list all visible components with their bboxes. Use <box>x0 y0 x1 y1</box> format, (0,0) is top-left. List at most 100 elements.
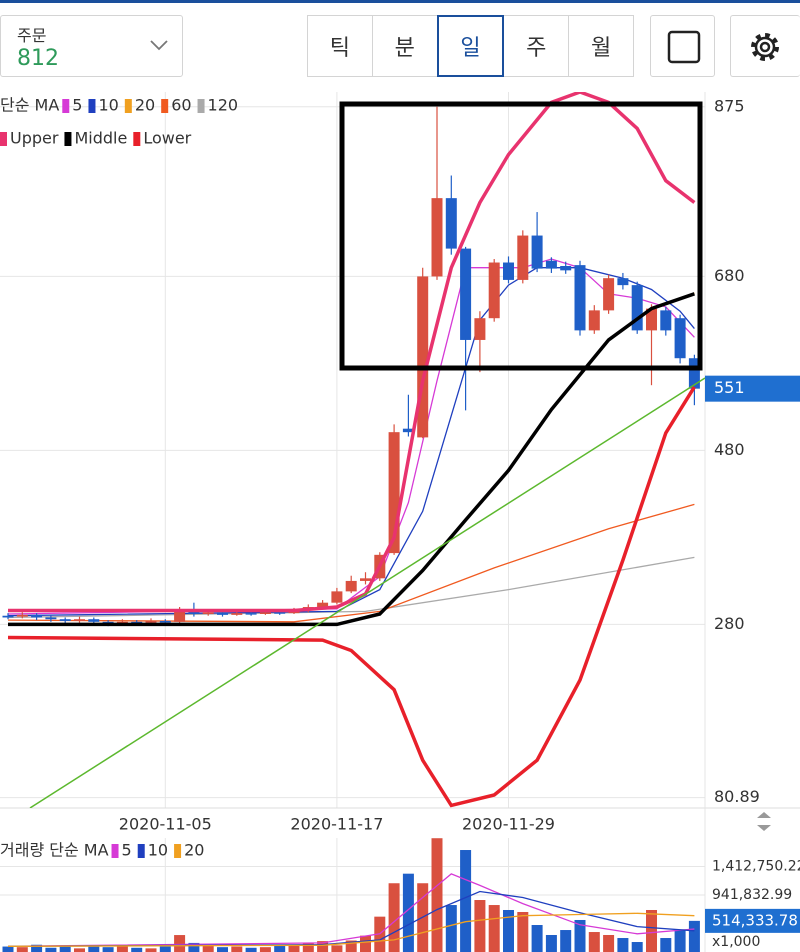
volume-bar <box>388 883 400 952</box>
candle-body <box>445 198 457 249</box>
scroll-down[interactable] <box>757 825 771 831</box>
legend-swatch <box>133 132 141 146</box>
legend-label: 20 <box>135 96 155 115</box>
legend-label: 10 <box>148 841 168 860</box>
candle-body <box>417 276 429 438</box>
volume-bar <box>488 905 500 952</box>
legend-swatch <box>124 99 132 113</box>
legend-label: 5 <box>72 96 82 115</box>
volume-bar <box>317 941 329 952</box>
last-price-box <box>705 375 800 402</box>
square-icon <box>667 30 701 64</box>
indicator-line <box>7 912 695 947</box>
square-button[interactable] <box>650 15 715 77</box>
candle-body <box>188 610 200 614</box>
indicator-line <box>7 873 695 947</box>
legend-swatch <box>0 132 7 146</box>
volume-bar <box>445 905 457 952</box>
volume-bar <box>217 947 228 952</box>
volume-bar <box>188 942 200 952</box>
volume-bar <box>231 946 243 952</box>
candle-body <box>217 612 228 615</box>
candle-body <box>460 248 472 340</box>
volume-bar <box>102 947 114 952</box>
indicator-line <box>7 503 695 623</box>
candle-body <box>88 619 100 622</box>
candle-body <box>603 278 615 311</box>
candle-body <box>560 265 572 271</box>
legend-label: Lower <box>143 129 191 148</box>
indicator-line <box>8 292 695 625</box>
legend-label: Middle <box>74 129 127 148</box>
candle-body <box>402 428 414 433</box>
legend-label: 60 <box>171 96 191 115</box>
settings-button[interactable] <box>730 15 800 77</box>
volume-bar <box>274 945 286 952</box>
period-tab[interactable]: 일 <box>436 15 505 77</box>
candle-body <box>646 308 657 331</box>
order-value: 812 <box>17 46 59 71</box>
legend-swatch <box>111 844 119 858</box>
volume-bar <box>574 919 586 952</box>
volume-bar <box>660 938 672 952</box>
top-bar <box>0 0 800 3</box>
volume-bar <box>531 925 543 952</box>
candle-body <box>59 619 71 621</box>
candle-body <box>588 310 600 331</box>
y-tick-label: 1,412,750.226 <box>712 858 800 874</box>
y-tick-label: 875 <box>714 96 745 115</box>
last-volume-box <box>705 908 800 933</box>
period-tab[interactable]: 분 <box>371 15 438 77</box>
y-tick-label: 680 <box>714 266 745 285</box>
period-tab[interactable]: 월 <box>568 15 634 77</box>
volume-bar <box>302 942 314 952</box>
scroll-up[interactable] <box>757 812 771 818</box>
legend-swatch <box>161 99 169 113</box>
legend-label: Upper <box>10 129 59 148</box>
indicator-line <box>7 890 695 947</box>
last-price: 551 <box>714 378 745 397</box>
volume-bar <box>31 944 43 952</box>
candle-body <box>531 235 543 269</box>
chevron <box>150 40 168 51</box>
period-tab[interactable]: 주 <box>503 15 570 77</box>
volume-bar <box>617 938 629 952</box>
volume-bar <box>45 947 57 952</box>
volume-bar <box>174 935 186 952</box>
x-tick-label: 2020-11-29 <box>462 815 555 834</box>
legend-swatch <box>88 99 96 113</box>
legend-swatch <box>137 844 145 858</box>
volume-bar <box>431 838 443 952</box>
volume-bar <box>402 873 414 952</box>
candle-body <box>145 620 157 623</box>
volume-bar <box>159 946 171 952</box>
candle-body <box>345 580 357 592</box>
volume-bar <box>288 944 300 952</box>
volume-bar <box>74 948 85 952</box>
candle-body <box>274 612 286 614</box>
legend-label: 10 <box>98 96 118 115</box>
candle-body <box>174 610 186 622</box>
volume-bar <box>560 930 572 952</box>
indicator-line <box>7 267 695 617</box>
candle-body <box>545 260 557 269</box>
legend-swatch <box>174 844 182 858</box>
candle-body <box>2 615 14 618</box>
indicator-line <box>7 385 696 808</box>
candle-body <box>331 591 343 603</box>
volume-bar <box>2 946 14 952</box>
volume-bar <box>131 947 143 952</box>
volume-bar <box>202 945 214 952</box>
candle-body <box>231 613 243 615</box>
selection-box <box>339 101 703 371</box>
volume-bar <box>646 909 657 952</box>
order-select[interactable]: 주문 812 <box>0 15 183 77</box>
volume-bar <box>588 932 600 952</box>
volume-bar <box>360 935 371 952</box>
candle-body <box>45 617 57 620</box>
candle-body <box>517 235 529 280</box>
volume-bar <box>460 850 472 952</box>
order-label: 주문 <box>17 26 47 45</box>
